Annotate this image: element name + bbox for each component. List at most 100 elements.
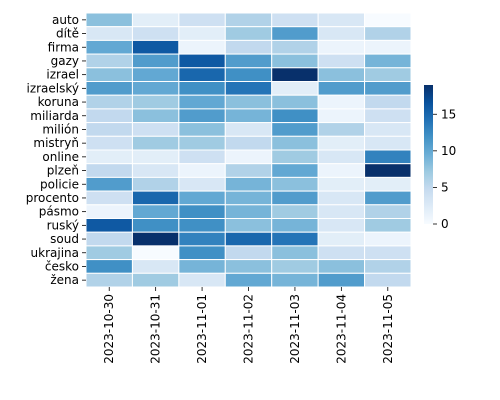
column-label: 2023-10-30 xyxy=(102,294,116,364)
heatmap-cell-dítě-2023-11-02 xyxy=(224,26,273,41)
heatmap-cell-česko-2023-11-02 xyxy=(224,259,273,274)
heatmap-cell-auto-2023-11-01 xyxy=(178,12,226,28)
heatmap-cell-miliarda-2023-11-05 xyxy=(364,108,412,124)
heatmap-cell-plzeň-2023-11-01 xyxy=(178,163,226,178)
heatmap-cell-soud-2023-10-31 xyxy=(131,231,180,247)
row-label: auto xyxy=(52,13,79,27)
heatmap-cell-žena-2023-11-01 xyxy=(178,272,226,288)
heatmap-cell-žena-2023-10-31 xyxy=(131,272,180,288)
colorbar-tick-label: 5 xyxy=(441,180,449,194)
row-label: plzeň xyxy=(47,164,79,178)
row-labels: autodítěfirmagazyizraelizraelskýkorunami… xyxy=(26,13,86,287)
heatmap-cell-izraelský-2023-11-04 xyxy=(317,81,366,96)
heatmap-cell-izrael-2023-11-05 xyxy=(364,67,412,83)
heatmap-cell-online-2023-11-03 xyxy=(271,149,319,165)
heatmap-cell-gazy-2023-11-05 xyxy=(364,53,412,69)
row-label: ruský xyxy=(47,218,79,232)
heatmap-cell-izrael-2023-10-31 xyxy=(131,67,180,83)
heatmap-cell-auto-2023-10-31 xyxy=(131,12,180,28)
row-label: online xyxy=(42,150,79,164)
heatmap-cell-ukrajina-2023-10-31 xyxy=(131,245,180,261)
heatmap-cell-koruna-2023-11-02 xyxy=(224,94,273,110)
heatmap-cell-ukrajina-2023-11-05 xyxy=(364,245,412,261)
heatmap-cell-dítě-2023-11-04 xyxy=(317,26,366,41)
heatmap-cell-izrael-2023-10-30 xyxy=(85,67,133,83)
heatmap-cell-online-2023-10-30 xyxy=(85,149,133,165)
heatmap-cell-izraelský-2023-11-02 xyxy=(224,81,273,96)
heatmap-cell-plzeň-2023-11-04 xyxy=(317,163,366,178)
heatmap-cell-procento-2023-11-03 xyxy=(271,190,319,206)
heatmap-cell-dítě-2023-11-03 xyxy=(271,26,319,41)
heatmap-cell-milión-2023-10-30 xyxy=(85,122,133,137)
heatmap-cell-soud-2023-10-30 xyxy=(85,231,133,247)
heatmap-cell-izrael-2023-11-01 xyxy=(178,67,226,83)
heatmap-cell-firma-2023-11-05 xyxy=(364,39,412,55)
colorbar-ticks: 0 5 10 15 xyxy=(433,107,456,231)
heatmap-cell-plzeň-2023-10-31 xyxy=(131,163,180,178)
heatmap-cell-policie-2023-11-04 xyxy=(317,176,366,192)
heatmap-cell-procento-2023-11-02 xyxy=(224,190,273,206)
heatmap-cell-česko-2023-11-04 xyxy=(317,259,366,274)
heatmap-cell-koruna-2023-11-04 xyxy=(317,94,366,110)
heatmap-cell-pásmo-2023-11-05 xyxy=(364,204,412,220)
heatmap-cell-ruský-2023-11-02 xyxy=(224,218,273,233)
heatmap-cell-izraelský-2023-11-03 xyxy=(271,81,319,96)
heatmap-cell-milión-2023-11-05 xyxy=(364,122,412,137)
row-label: česko xyxy=(45,259,79,273)
column-label: 2023-10-31 xyxy=(149,294,163,364)
heatmap-cell-milión-2023-11-03 xyxy=(271,122,319,137)
heatmap-cell-pásmo-2023-11-02 xyxy=(224,204,273,220)
heatmap-cell-procento-2023-11-01 xyxy=(178,190,226,206)
heatmap-cell-gazy-2023-11-04 xyxy=(317,53,366,69)
heatmap-cell-žena-2023-10-30 xyxy=(85,272,133,288)
column-label: 2023-11-03 xyxy=(288,294,302,364)
colorbar-tick-label: 10 xyxy=(441,144,456,158)
row-label: milión xyxy=(42,122,79,136)
heatmap-cell-ukrajina-2023-10-30 xyxy=(85,245,133,261)
heatmap-cell-policie-2023-11-03 xyxy=(271,176,319,192)
heatmap-cell-policie-2023-11-05 xyxy=(364,176,412,192)
heatmap-cell-soud-2023-11-03 xyxy=(271,231,319,247)
heatmap-cell-mistryň-2023-11-05 xyxy=(364,135,412,151)
heatmap-cell-miliarda-2023-10-31 xyxy=(131,108,180,124)
heatmap-cell-izraelský-2023-11-05 xyxy=(364,81,412,96)
heatmap-cell-online-2023-11-02 xyxy=(224,149,273,165)
heatmap-cell-česko-2023-11-05 xyxy=(364,259,412,274)
row-label: policie xyxy=(40,177,79,191)
heatmap-cell-miliarda-2023-11-04 xyxy=(317,108,366,124)
heatmap-cell-online-2023-11-05 xyxy=(364,149,412,165)
heatmap-cell-soud-2023-11-05 xyxy=(364,231,412,247)
heatmap-cell-koruna-2023-11-03 xyxy=(271,94,319,110)
row-label: ukrajina xyxy=(31,246,79,260)
heatmap-cell-plzeň-2023-11-05 xyxy=(364,163,412,178)
heatmap-cell-česko-2023-10-30 xyxy=(85,259,133,274)
heatmap-cell-mistryň-2023-10-30 xyxy=(85,135,133,151)
heatmap-cell-firma-2023-11-03 xyxy=(271,39,319,55)
heatmap-cell-procento-2023-10-30 xyxy=(85,190,133,206)
heatmap-cell-česko-2023-11-01 xyxy=(178,259,226,274)
heatmap-cell-ruský-2023-11-03 xyxy=(271,218,319,233)
row-label: mistryň xyxy=(33,136,79,150)
heatmap-cell-izrael-2023-11-02 xyxy=(224,67,273,83)
heatmap-cell-firma-2023-11-01 xyxy=(178,39,226,55)
heatmap-cell-online-2023-11-04 xyxy=(317,149,366,165)
row-label: gazy xyxy=(51,54,79,68)
heatmap-cell-ukrajina-2023-11-02 xyxy=(224,245,273,261)
heatmap-cell-koruna-2023-11-05 xyxy=(364,94,412,110)
heatmap-cell-mistryň-2023-11-04 xyxy=(317,135,366,151)
heatmap-cell-milión-2023-10-31 xyxy=(131,122,180,137)
heatmap-cell-koruna-2023-10-30 xyxy=(85,94,133,110)
column-label: 2023-11-05 xyxy=(381,294,395,364)
heatmap-cell-žena-2023-11-04 xyxy=(317,272,366,288)
row-label: firma xyxy=(48,40,79,54)
heatmap-cell-milión-2023-11-02 xyxy=(224,122,273,137)
heatmap-cell-auto-2023-10-30 xyxy=(85,12,133,28)
heatmap-cell-plzeň-2023-11-03 xyxy=(271,163,319,178)
heatmap-cell-mistryň-2023-10-31 xyxy=(131,135,180,151)
heatmap-cell-firma-2023-11-04 xyxy=(317,39,366,55)
heatmap-cell-mistryň-2023-11-01 xyxy=(178,135,226,151)
heatmap-cell-miliarda-2023-10-30 xyxy=(85,108,133,124)
heatmap-cell-ruský-2023-10-31 xyxy=(131,218,180,233)
heatmap-cell-policie-2023-11-01 xyxy=(178,176,226,192)
